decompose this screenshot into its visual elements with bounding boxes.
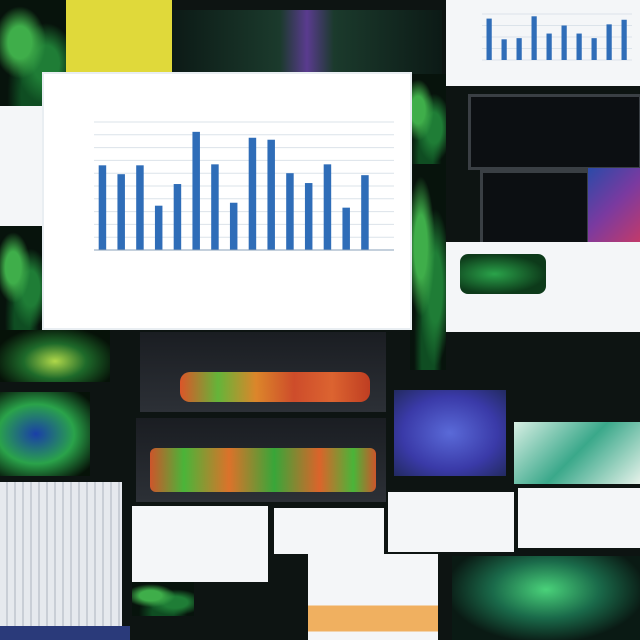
dark-plot-screen-1 xyxy=(468,94,640,170)
bar xyxy=(136,165,144,250)
bar xyxy=(154,205,163,250)
dark-plot-screen-2 xyxy=(480,170,590,248)
bar xyxy=(516,38,522,60)
lab-scene-image xyxy=(172,10,442,74)
heatmap-panel-top xyxy=(140,332,386,412)
bar xyxy=(591,38,597,60)
document-tile-center-3 xyxy=(388,492,514,552)
bar xyxy=(546,33,552,60)
plant-image-bottom xyxy=(132,582,194,616)
bar xyxy=(267,139,275,250)
bar xyxy=(486,18,492,61)
bar xyxy=(192,131,200,250)
bar xyxy=(531,16,537,60)
yellow-object-image xyxy=(66,0,172,74)
bar xyxy=(304,183,313,250)
bar xyxy=(173,184,182,250)
small-bar-chart-top-right xyxy=(446,0,640,86)
bar xyxy=(117,174,125,250)
main-bar-chart xyxy=(44,74,410,328)
colored-bar-chart-bottom-right xyxy=(518,488,640,548)
bar xyxy=(248,137,257,250)
bar xyxy=(621,19,627,60)
bar xyxy=(342,207,350,250)
blue-bottom-strip xyxy=(0,626,130,640)
colored-plot-tile xyxy=(588,168,640,242)
bar xyxy=(229,202,238,250)
bar xyxy=(361,175,369,250)
plant-image-right xyxy=(406,74,446,164)
bar xyxy=(323,164,332,250)
bar xyxy=(561,25,567,60)
network-map-image xyxy=(394,390,506,476)
heatmap-panel-bottom xyxy=(136,418,386,502)
plant-image-left-mid xyxy=(0,226,44,330)
map-tile-right xyxy=(514,422,640,484)
bar xyxy=(286,173,294,250)
plant-image-right-mid xyxy=(410,164,446,370)
chart-tile-bottom-left xyxy=(0,482,122,640)
document-tile-center xyxy=(132,506,268,582)
blue-green-image xyxy=(0,392,90,476)
bar xyxy=(576,33,582,60)
document-tile-bottom xyxy=(308,554,438,640)
plant-image-top-left xyxy=(0,0,66,106)
document-tile-left-1 xyxy=(0,106,44,226)
bar xyxy=(211,164,219,250)
bar xyxy=(501,39,507,60)
bar xyxy=(98,165,107,250)
green-blob-image xyxy=(460,254,546,294)
small-chart xyxy=(482,13,632,61)
main-chart-plot xyxy=(94,121,394,251)
bar xyxy=(606,24,612,61)
green-screen-image xyxy=(452,556,640,640)
document-tile-center-2 xyxy=(274,508,384,554)
plant-image-bottom-left xyxy=(0,330,110,382)
